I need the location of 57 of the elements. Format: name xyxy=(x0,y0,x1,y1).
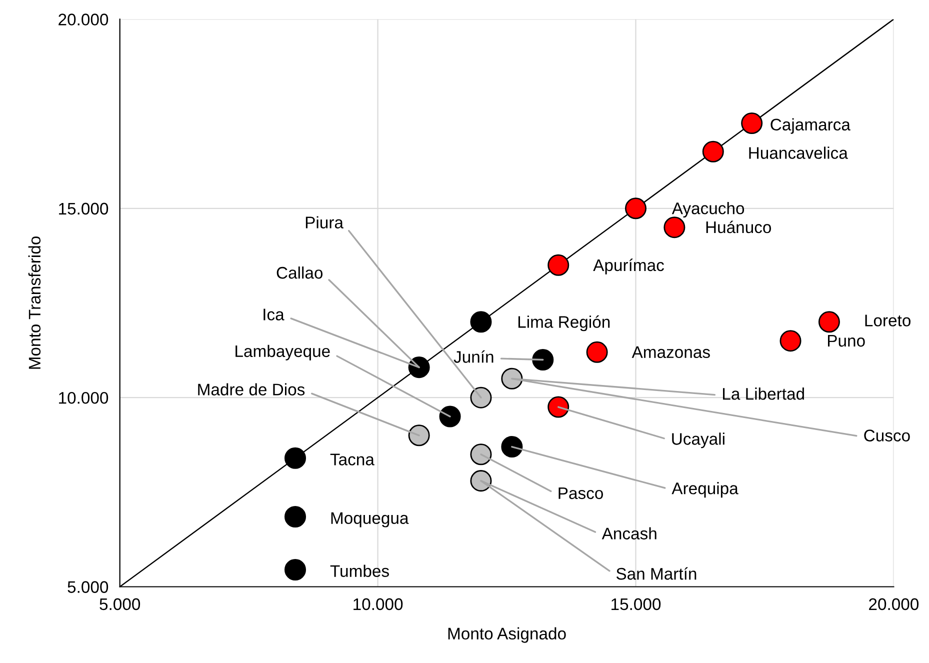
annotation: Madre de Dios xyxy=(198,383,305,396)
y-tick-label: 10.000 xyxy=(59,392,108,404)
point xyxy=(408,356,430,378)
annotation: Junín xyxy=(454,350,494,363)
annotation: Cusco xyxy=(864,430,910,442)
annotation: La Libertad xyxy=(723,388,804,400)
point xyxy=(664,216,686,238)
annotation: Puno xyxy=(828,335,865,347)
annotation: Tumbes xyxy=(330,564,389,577)
point xyxy=(284,558,306,580)
point xyxy=(780,330,802,352)
annotation: Lambayeque xyxy=(236,344,330,360)
x-axis-title: Monto Asignado xyxy=(448,627,566,643)
annotation: Cajamarca xyxy=(770,118,850,134)
annotation: Moquegua xyxy=(331,512,409,528)
annotation: Huánuco xyxy=(706,220,772,234)
y-tick-label: 5.000 xyxy=(68,581,108,593)
annotation: Callao xyxy=(276,266,323,279)
annotation: Loreto xyxy=(865,314,910,326)
point xyxy=(470,444,492,466)
annotation: Piura xyxy=(306,216,344,228)
point xyxy=(586,341,608,363)
point xyxy=(818,311,840,333)
annotation: Ancash xyxy=(602,527,656,540)
point xyxy=(284,506,306,528)
point xyxy=(741,112,763,134)
annotation: San Martín xyxy=(616,567,696,580)
y-tick-label: 15.000 xyxy=(59,202,108,215)
annotation: Huancavelica xyxy=(749,146,848,159)
x-tick-label: 10.000 xyxy=(354,598,403,610)
x-tick-label: 15.000 xyxy=(612,598,661,610)
annotation: Lima Región xyxy=(518,315,610,332)
point xyxy=(624,198,647,220)
point xyxy=(470,386,492,408)
point xyxy=(548,254,570,276)
annotation: Ayacucho xyxy=(672,202,744,218)
point xyxy=(408,424,430,446)
point xyxy=(548,396,570,418)
annotation: Ucayali xyxy=(672,432,724,448)
point xyxy=(284,447,306,469)
point xyxy=(501,368,523,390)
point xyxy=(470,470,492,492)
annotation: Apurímac xyxy=(593,258,664,274)
point xyxy=(501,436,523,458)
point xyxy=(532,348,554,371)
point xyxy=(702,140,724,162)
x-tick-label: 20.000 xyxy=(869,598,919,610)
point xyxy=(439,406,461,428)
x-tick-label: 5.000 xyxy=(100,598,140,610)
annotation: Amazonas xyxy=(632,346,710,358)
annotation: Ica xyxy=(264,308,284,320)
annotation: Tacna xyxy=(330,454,374,466)
annotation: Arequipa xyxy=(672,482,738,498)
annotation: Pasco xyxy=(558,487,603,500)
y-tick-label: 20.000 xyxy=(58,14,108,26)
point xyxy=(470,311,492,333)
y-axis-title: Monto Transferido xyxy=(28,236,41,369)
